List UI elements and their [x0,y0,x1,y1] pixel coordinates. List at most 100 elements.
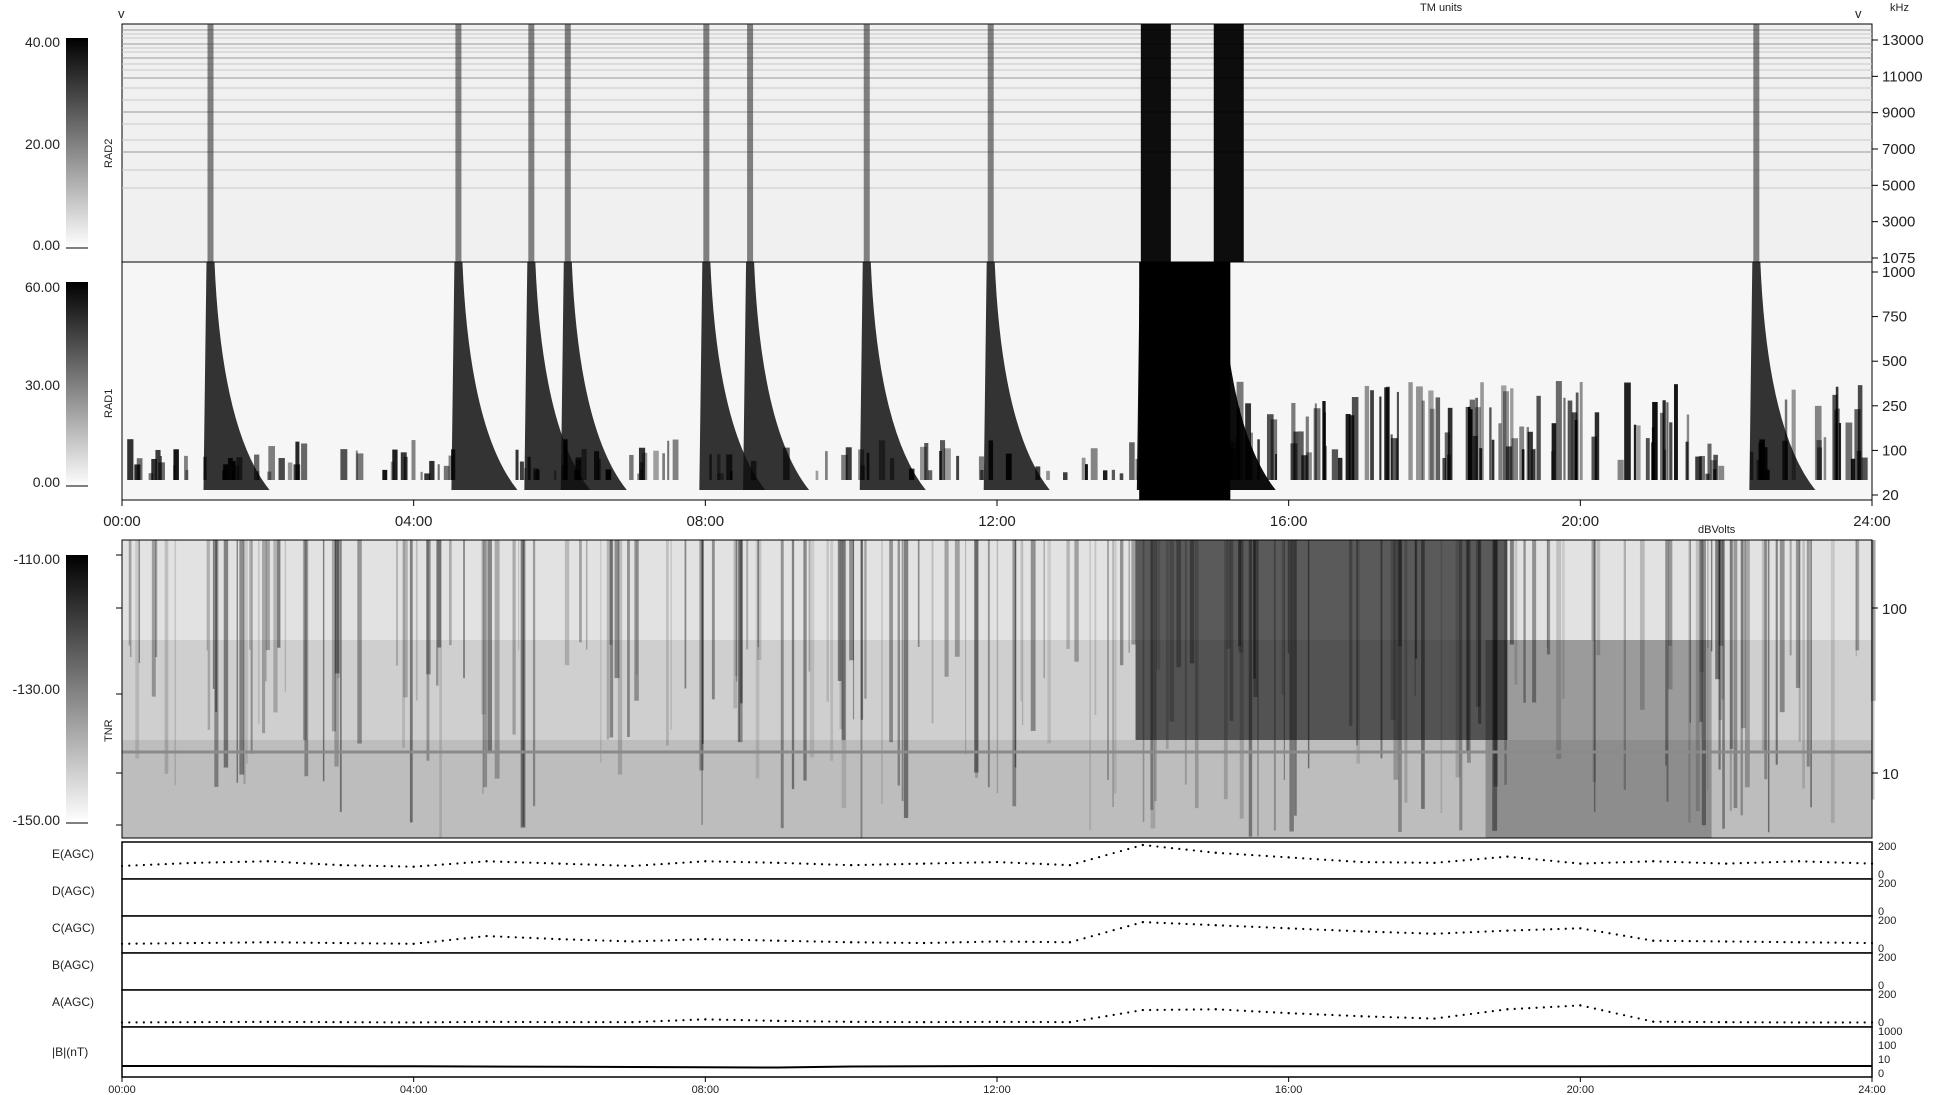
agc-point [1083,1018,1086,1021]
rad2-burst-mark [455,24,462,262]
agc-point [667,939,670,942]
agc-point [835,1020,838,1023]
agc-point [1426,861,1429,864]
agc-point [1375,930,1378,933]
agc-point [1418,932,1422,935]
agc-point [791,939,794,943]
rad1-noise-mark [1666,402,1669,480]
tnr-emission-mark [1120,540,1124,666]
tnr-emission-mark [1668,540,1672,646]
agc-point [1061,1021,1064,1024]
agc-point [281,941,284,944]
rad1-noise-mark [1861,457,1868,480]
agc-point [1192,923,1195,926]
tnr-emission-mark [746,540,749,650]
agc-point [1535,858,1538,861]
agc-point [1396,931,1400,934]
agc-tick-bottom: 0 [1878,869,1884,881]
rad1-noise-mark [1624,382,1631,480]
agc-point [1338,859,1341,862]
agc-point [908,941,911,944]
agc-point [492,860,495,863]
rad1-noise-mark [1370,390,1374,480]
agc-point [478,860,481,863]
tnr-emission-mark [426,540,431,675]
agc-point [354,942,357,945]
agc-point [463,861,466,865]
agc-point [1703,1020,1706,1024]
rad1-noise-mark [1416,386,1423,480]
tnr-emission-mark [614,540,620,679]
rad1-noise-mark [411,440,416,480]
tnr-emission-mark [206,540,209,651]
agc-point [1170,1008,1174,1011]
agc-point [1615,1012,1618,1015]
rad1-noise-mark [1579,382,1583,480]
tnr-emission-mark [780,540,784,829]
rad1-burst-mark [983,262,1050,490]
agc-point [376,1021,379,1024]
rad1-noise-mark [1435,397,1441,480]
agc-point [974,940,977,944]
agc-point [1214,851,1217,854]
agc-point [879,1020,882,1024]
agc-point [1404,1016,1407,1019]
rad1-noise-mark [554,470,557,480]
tnr-emission-mark [701,540,704,825]
agc-point [609,1021,612,1024]
header-v-right: v [1855,6,1862,21]
rad1-noise-mark [173,465,176,480]
agc-point [842,863,845,867]
agc-point [507,1020,510,1024]
agc-point [1097,855,1101,859]
agc-point [1681,861,1684,864]
bfield-tick: 100 [1878,1040,1896,1052]
agc-point [777,861,780,864]
rad1-noise-mark [1428,390,1434,480]
tnr-emission-mark [138,540,140,663]
rad1-noise-mark [382,469,388,480]
tnr-emission-mark [426,540,430,761]
agc-point [346,1021,350,1024]
rad1-noise-mark [1469,399,1476,480]
agc-point [1732,862,1735,865]
tnr-emission-mark [1741,540,1746,729]
rad1-noise-mark [134,464,141,480]
rad2-bursts [207,24,1760,262]
agc-point [1564,1005,1567,1008]
agc-point [1440,1016,1443,1019]
agc-point [339,941,342,945]
agc-tick-top: 200 [1878,878,1896,890]
agc-point [726,860,729,863]
rad1-noise-mark [1119,473,1124,480]
agc-point [274,860,277,863]
agc-point [711,1018,714,1021]
agc-panel-frame [121,878,1873,917]
rad1-noise-mark [254,454,260,480]
agc-point [1178,1008,1181,1011]
agc-point [419,865,423,868]
agc-point [1447,932,1451,935]
agc-point [397,865,401,868]
rad1-noise-mark [1129,442,1135,480]
agc-point [543,1020,547,1024]
agc-point [886,941,889,944]
agc-point [1214,924,1217,927]
agc-point [193,1021,197,1024]
agc-point [1761,940,1764,943]
tnr-emission-mark [757,540,759,648]
rad1-noise-mark [927,470,933,480]
rad1-noise-mark [1505,446,1512,480]
rad1-noise-mark [356,453,364,480]
agc-point [1039,862,1042,866]
agc-point [1856,862,1859,865]
agc-point [1652,939,1655,942]
agc-point [222,1020,226,1024]
agc-point [1090,935,1093,938]
agc-point [777,1019,780,1023]
agc-point [981,1020,984,1023]
rad1-noise-mark [1314,403,1317,480]
agc-point [1455,931,1458,934]
agc-point [1841,861,1844,864]
rad1-noise-mark [1063,472,1068,480]
